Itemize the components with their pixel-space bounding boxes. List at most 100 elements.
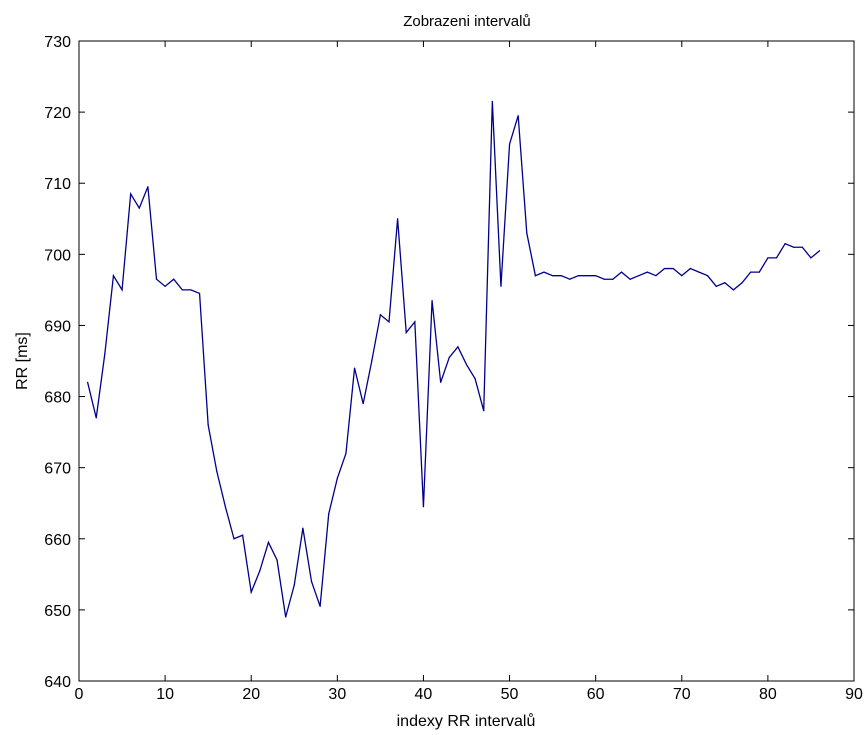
data-point [112, 275, 115, 277]
x-tick-label: 30 [328, 686, 346, 703]
data-point [345, 452, 347, 455]
data-point [242, 534, 244, 536]
data-point [707, 275, 709, 277]
data-point [681, 275, 683, 277]
x-tick-label: 0 [75, 686, 84, 703]
data-point [147, 186, 149, 188]
data-point [810, 257, 812, 259]
x-axis-label: indexy RR intervalů [397, 712, 536, 730]
data-point [397, 218, 399, 220]
data-point [336, 477, 338, 479]
data-point [577, 275, 580, 277]
x-tick-label: 80 [759, 686, 777, 703]
data-point [353, 367, 356, 369]
data-point [164, 285, 166, 287]
data-point [603, 278, 605, 280]
data-point [95, 417, 97, 419]
data-point [534, 275, 536, 277]
data-point [474, 378, 476, 380]
data-point [732, 289, 735, 291]
data-point [207, 424, 209, 426]
data-point [259, 570, 261, 572]
data-point [620, 271, 623, 273]
data-point [750, 271, 752, 273]
data-point [775, 257, 778, 259]
data-point [104, 353, 106, 355]
data-point [276, 559, 278, 561]
data-point [715, 285, 717, 287]
data-point [431, 299, 433, 302]
data-point [552, 275, 554, 277]
data-point [379, 314, 381, 316]
rr-interval-line [86, 101, 820, 618]
data-point [457, 346, 459, 348]
y-tick-label: 650 [44, 603, 71, 620]
y-tick-label: 730 [44, 34, 71, 51]
data-point [224, 506, 226, 508]
data-point [629, 278, 631, 280]
data-point [138, 207, 140, 209]
data-point [689, 267, 691, 270]
data-point [302, 527, 304, 529]
data-point [121, 289, 123, 291]
x-tick-label: 40 [415, 686, 433, 703]
data-point [173, 278, 175, 280]
data-point [130, 193, 132, 195]
data-point [465, 363, 468, 366]
data-point [672, 267, 674, 270]
data-point [724, 282, 726, 284]
data-point [310, 580, 313, 583]
y-axis: 640 650 660 670 680 690 700 710 720 730 [44, 34, 854, 691]
plot-area [78, 40, 855, 682]
y-tick-label: 700 [44, 247, 71, 264]
data-point [741, 282, 743, 284]
x-tick-label: 70 [673, 686, 691, 703]
data-point [87, 381, 89, 383]
data-points [87, 100, 821, 618]
data-point [216, 470, 218, 472]
data-point [319, 605, 321, 607]
data-point [784, 243, 786, 245]
x-tick-label: 50 [501, 686, 519, 703]
data-point [526, 232, 528, 234]
data-point [250, 591, 252, 593]
data-point [448, 356, 450, 359]
data-point [293, 584, 295, 586]
data-point [233, 538, 235, 540]
data-point [440, 381, 442, 383]
data-point [646, 271, 648, 273]
x-tick-label: 60 [587, 686, 605, 703]
data-point [569, 278, 571, 280]
data-point [663, 267, 666, 270]
y-tick-label: 660 [44, 532, 71, 549]
data-point [801, 246, 803, 248]
data-point [422, 506, 425, 508]
x-tick-label: 10 [156, 686, 174, 703]
data-point [267, 541, 270, 543]
x-axis: 0 10 20 30 40 50 60 70 80 90 [75, 41, 863, 703]
data-point [638, 275, 640, 277]
data-point [190, 289, 192, 291]
data-point [508, 143, 511, 145]
y-tick-label: 710 [44, 176, 71, 193]
data-point [543, 271, 545, 273]
data-point [500, 285, 502, 287]
data-point [388, 321, 390, 323]
x-tick-label: 20 [242, 686, 260, 703]
data-point [491, 100, 493, 103]
data-point [198, 292, 201, 295]
x-tick-label: 90 [845, 686, 863, 703]
y-tick-label: 670 [44, 461, 71, 478]
data-point [285, 616, 287, 618]
data-point [767, 257, 769, 259]
data-point [818, 250, 821, 252]
data-point [371, 360, 373, 362]
data-point [595, 275, 597, 277]
data-point [405, 331, 407, 334]
data-point [483, 410, 485, 412]
data-point [328, 513, 330, 515]
data-point [414, 321, 416, 323]
data-point [586, 275, 588, 277]
data-point [517, 115, 519, 117]
